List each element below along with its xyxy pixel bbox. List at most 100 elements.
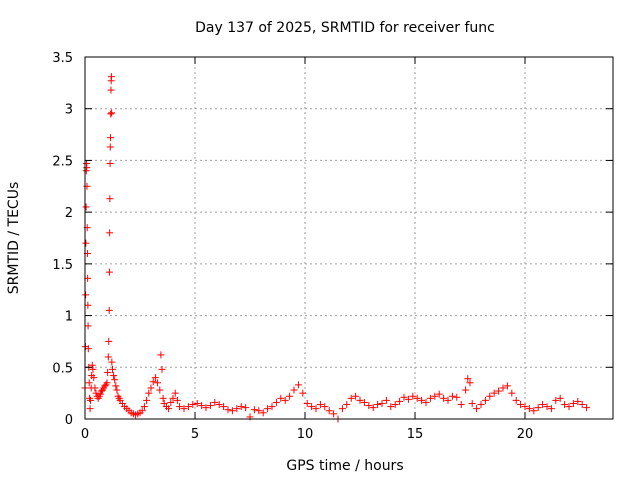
data-point [104, 353, 112, 361]
data-point [92, 389, 100, 397]
data-point [352, 392, 360, 400]
data-point [418, 396, 426, 404]
data-point [308, 403, 316, 411]
data-point [473, 405, 481, 413]
data-point [103, 379, 111, 387]
data-point [299, 389, 307, 397]
data-point [82, 239, 90, 247]
y-tick-label: 1 [65, 310, 73, 325]
data-point [189, 401, 197, 409]
y-tick-label: 1.5 [52, 258, 73, 273]
data-point [561, 401, 569, 409]
data-point [157, 351, 165, 359]
data-point [343, 401, 351, 409]
data-point [303, 399, 311, 407]
data-points [81, 73, 591, 423]
data-point [113, 386, 121, 394]
data-point [89, 365, 97, 373]
chart-title: Day 137 of 2025, SRMTID for receiver fun… [195, 20, 495, 36]
data-point [330, 410, 338, 418]
data-point [525, 405, 533, 413]
data-point [272, 398, 280, 406]
y-tick-label: 2 [65, 206, 73, 221]
data-point [530, 407, 538, 415]
data-point [534, 404, 542, 412]
data-point [151, 374, 159, 382]
data-point [82, 291, 90, 299]
data-point [468, 399, 476, 407]
y-tick-label: 2.5 [52, 154, 73, 169]
data-point [281, 396, 289, 404]
data-point [569, 399, 577, 407]
data-point [462, 386, 470, 394]
data-point [159, 394, 167, 402]
data-point [138, 407, 146, 415]
data-point [82, 203, 90, 211]
data-point [180, 405, 188, 413]
y-axis-label: SRMTID / TECUs [6, 182, 22, 295]
data-point [193, 399, 201, 407]
data-point [88, 361, 96, 369]
y-tick-label: 0.5 [52, 361, 73, 376]
data-point [111, 376, 119, 384]
data-point [486, 392, 494, 400]
data-point [154, 379, 162, 387]
data-point [112, 382, 120, 390]
data-point [220, 403, 228, 411]
data-point [169, 394, 177, 402]
x-tick-label: 10 [297, 427, 314, 442]
x-tick-label: 0 [81, 427, 89, 442]
data-point [106, 229, 114, 237]
data-point [228, 407, 236, 415]
data-point [202, 404, 210, 412]
data-point [91, 384, 99, 392]
data-point [86, 405, 94, 413]
data-point [360, 398, 368, 406]
y-tick-label: 0 [65, 413, 73, 428]
data-point [198, 402, 206, 410]
data-point [215, 401, 223, 409]
data-point [517, 401, 525, 409]
data-point [457, 401, 465, 409]
plot-frame [84, 56, 614, 420]
data-point [83, 164, 91, 172]
data-point [106, 160, 114, 168]
data-point [110, 372, 118, 380]
data-point [499, 384, 507, 392]
data-point [84, 345, 92, 353]
data-point [107, 86, 115, 94]
data-point [495, 387, 503, 395]
data-point [365, 402, 373, 410]
data-point [158, 365, 166, 373]
data-point [444, 396, 452, 404]
data-point [409, 392, 417, 400]
data-point [325, 407, 333, 415]
data-point [143, 396, 151, 404]
data-point [211, 398, 219, 406]
data-point [255, 407, 263, 415]
data-point [90, 374, 98, 382]
data-point [105, 268, 113, 276]
data-point [583, 404, 591, 412]
data-point [145, 389, 153, 397]
data-point [87, 396, 94, 404]
data-point [435, 390, 443, 398]
data-point [107, 73, 115, 81]
data-point [156, 386, 164, 394]
data-point [84, 301, 92, 309]
data-point [374, 401, 382, 409]
data-point [106, 143, 114, 151]
data-point [431, 392, 439, 400]
data-point [556, 394, 564, 402]
data-point [149, 378, 157, 386]
data-point [369, 404, 377, 412]
data-point [477, 401, 485, 409]
data-point [490, 389, 498, 397]
data-point [173, 396, 181, 404]
data-point [165, 405, 173, 413]
data-point [356, 396, 364, 404]
grid-lines [85, 57, 613, 419]
data-point [453, 393, 461, 401]
data-point [264, 405, 272, 413]
